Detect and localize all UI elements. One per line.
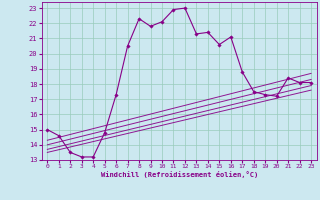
X-axis label: Windchill (Refroidissement éolien,°C): Windchill (Refroidissement éolien,°C) [100, 171, 258, 178]
